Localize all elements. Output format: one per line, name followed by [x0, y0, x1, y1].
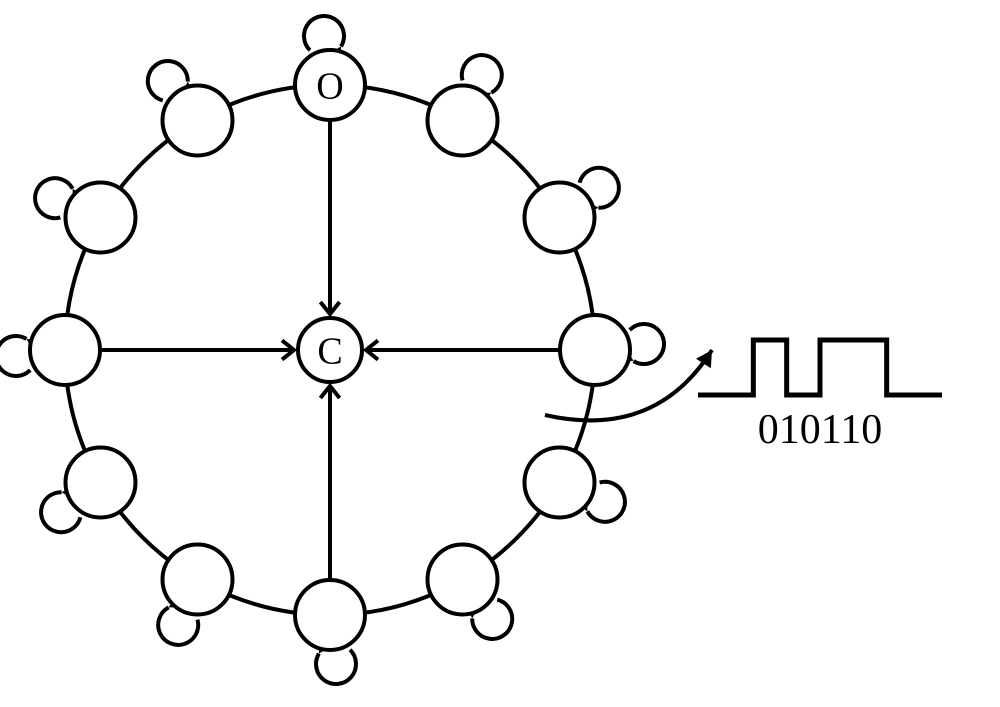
signal-waveform: [698, 340, 942, 395]
outer-node: [524, 183, 594, 253]
outer-node: [428, 86, 498, 156]
outer-node: [163, 544, 233, 614]
self-loop: [304, 16, 344, 50]
top-node-label: O: [316, 65, 343, 107]
self-loop: [316, 650, 356, 684]
self-loop: [630, 324, 664, 364]
signal-label: 010110: [758, 407, 882, 453]
outer-node: [66, 183, 136, 253]
outer-node: [428, 544, 498, 614]
outer-node: [524, 448, 594, 518]
outer-node: [30, 315, 100, 385]
self-loop: [0, 336, 30, 376]
outer-node: [163, 86, 233, 156]
callout-arrowhead: [696, 350, 712, 368]
outer-node: [295, 580, 365, 650]
outer-node: [560, 315, 630, 385]
center-node-label: C: [317, 330, 342, 372]
outer-node: [66, 448, 136, 518]
